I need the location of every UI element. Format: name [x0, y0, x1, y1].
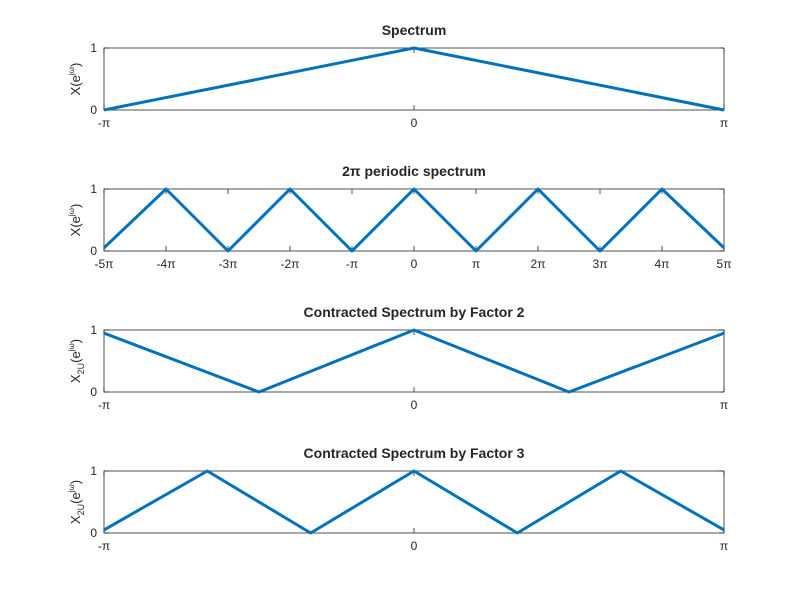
y-tick-label: 1 [90, 41, 97, 55]
axes-box [103, 47, 725, 111]
x-tick-label: -π [98, 398, 110, 412]
subplot-title: Contracted Spectrum by Factor 2 [304, 304, 525, 320]
y-axis-label: X2U(ejω) [67, 339, 86, 383]
y-tick-label: 1 [90, 464, 97, 478]
y-label-open: (e [68, 351, 83, 363]
x-tick-label: 0 [411, 257, 418, 271]
subplot-3: Contracted Spectrum by Factor 2-π 0 π01X2U… [67, 304, 728, 412]
subplot-title: Contracted Spectrum by Factor 3 [304, 445, 525, 461]
y-label-close: ) [68, 339, 83, 343]
x-tick-label: π [720, 398, 728, 412]
y-label-close: ) [68, 204, 83, 208]
x-tick-label: -π [98, 539, 110, 553]
y-tick-label: 0 [90, 526, 97, 540]
x-tick-label: 5π [717, 257, 732, 271]
x-tick-label: 3π [593, 257, 608, 271]
y-tick-label: 0 [90, 385, 97, 399]
x-tick-label: 0 [411, 398, 418, 412]
y-label-superscript: jω [67, 208, 76, 217]
y-label-open: (e [68, 492, 83, 504]
y-label-main: X [68, 374, 83, 383]
subplot-2: 2π periodic spectrum -5π -4π -3π -2π -π 0 π 2π 3π… [67, 163, 731, 271]
y-label-superscript: jω [67, 343, 76, 352]
y-tick-label: 0 [90, 103, 97, 117]
x-tick-label: -2π [281, 257, 300, 271]
x-tick-label: 0 [411, 539, 418, 553]
x-tick-label: -π [346, 257, 358, 271]
y-label-main: X(e [68, 75, 83, 95]
subplot-title: Spectrum [382, 22, 447, 38]
y-label-subscript: 2U [76, 504, 86, 516]
y-label-superscript: jω [67, 484, 76, 493]
y-axis-label: X(ejω) [67, 63, 83, 96]
y-label-close: ) [68, 480, 83, 484]
y-axis-label: X2U(ejω) [67, 480, 86, 524]
y-label-subscript: 2U [76, 363, 86, 375]
x-tick-label: π [472, 257, 480, 271]
axes-box [103, 329, 725, 393]
series-line-1 [103, 46, 725, 112]
y-tick-label: 1 [90, 323, 97, 337]
x-tick-label: -4π [157, 257, 176, 271]
x-tick-label: π [720, 116, 728, 130]
x-tick-label: 0 [411, 116, 418, 130]
axes-box [103, 188, 725, 252]
series-line-1 [102, 187, 726, 253]
x-tick-label: 4π [655, 257, 670, 271]
y-axis-label: X(ejω) [67, 204, 83, 237]
x-tick-label: -5π [95, 257, 114, 271]
x-tick-label: π [720, 539, 728, 553]
series-line-1 [103, 469, 725, 535]
y-label-main: X [68, 515, 83, 524]
subplot-title: 2π periodic spectrum [342, 163, 486, 179]
y-label-main: X(e [68, 216, 83, 236]
axes-box [103, 470, 725, 534]
y-label-superscript: jω [67, 67, 76, 76]
series-line-1 [103, 328, 725, 394]
x-tick-label: -3π [219, 257, 238, 271]
x-tick-label: -π [98, 116, 110, 130]
y-tick-label: 1 [90, 182, 97, 196]
x-tick-label: 2π [531, 257, 546, 271]
subplot-4: Contracted Spectrum by Factor 3-π 0 π01X2U… [67, 445, 728, 553]
y-label-close: ) [68, 63, 83, 67]
y-tick-label: 0 [90, 244, 97, 258]
